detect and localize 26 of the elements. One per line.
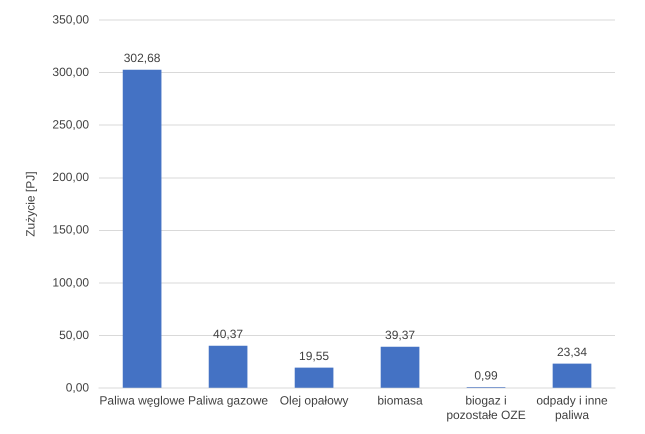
- data-label: 302,68: [124, 51, 161, 66]
- data-label: 19,55: [299, 348, 330, 363]
- bar: [380, 346, 420, 388]
- x-tick-label: biomasa: [377, 394, 424, 408]
- data-label: 39,37: [385, 328, 416, 342]
- y-tick-label: 200,00: [52, 170, 90, 184]
- data-label: 40,37: [213, 327, 244, 342]
- x-tick-label: odpady i inne paliwa: [536, 394, 608, 422]
- y-axis-title: Zużycie [PJ]: [24, 171, 38, 237]
- y-tick-label: 150,00: [52, 222, 90, 237]
- y-tick-label: 100,00: [52, 275, 90, 290]
- y-tick-label: 50,00: [59, 328, 90, 342]
- bar: [552, 364, 592, 388]
- x-tick-label: Paliwa gazowe: [188, 394, 268, 408]
- x-tick-label: biogaz i pozostałe OZE: [446, 394, 526, 422]
- bar: [208, 346, 248, 388]
- data-label: 23,34: [556, 344, 588, 359]
- y-tick-label: 300,00: [52, 64, 90, 79]
- y-tick-label: 0,00: [66, 380, 90, 395]
- bar: [122, 70, 162, 388]
- x-tick-label: Paliwa węglowe: [99, 394, 186, 408]
- x-tick-label: Olej opałowy: [280, 394, 348, 408]
- y-tick-label: 250,00: [52, 118, 90, 132]
- bar: [294, 368, 334, 388]
- data-label: 0,99: [474, 368, 498, 382]
- y-tick-label: 350,00: [52, 12, 90, 26]
